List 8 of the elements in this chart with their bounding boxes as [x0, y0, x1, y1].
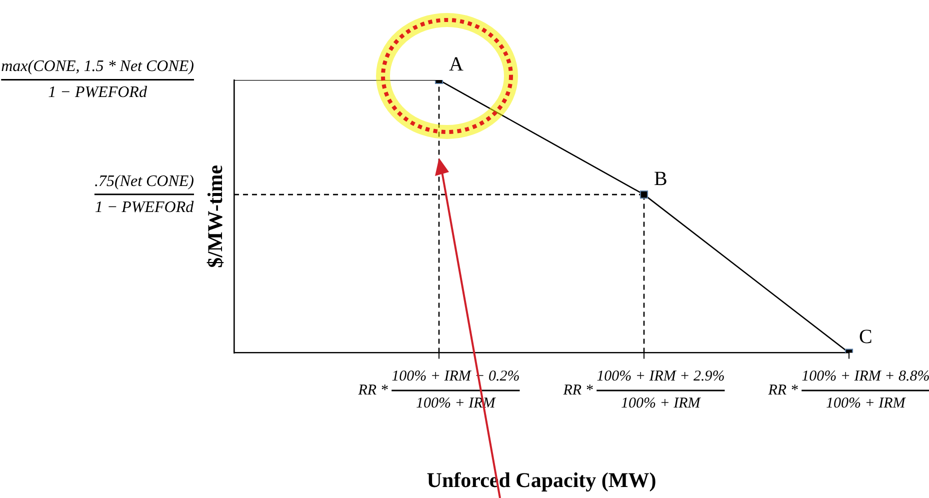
x-tick-label: RR * 100% + IRM + 2.9% 100% + IRM — [562, 368, 725, 412]
y-axis-title: $/MW-time — [203, 164, 228, 268]
annotation: C — [859, 326, 872, 348]
text: max(CONE, 1.5 * Net CONE) 1 − PWEFORd — [1, 58, 194, 102]
x-tick-label: RR * 100% + IRM + 8.8% 100% + IRM — [767, 368, 929, 412]
annotation: B — [654, 168, 668, 190]
text: .75(Net CONE) 1 − PWEFORd — [94, 172, 195, 216]
annotation: A — [449, 53, 464, 76]
